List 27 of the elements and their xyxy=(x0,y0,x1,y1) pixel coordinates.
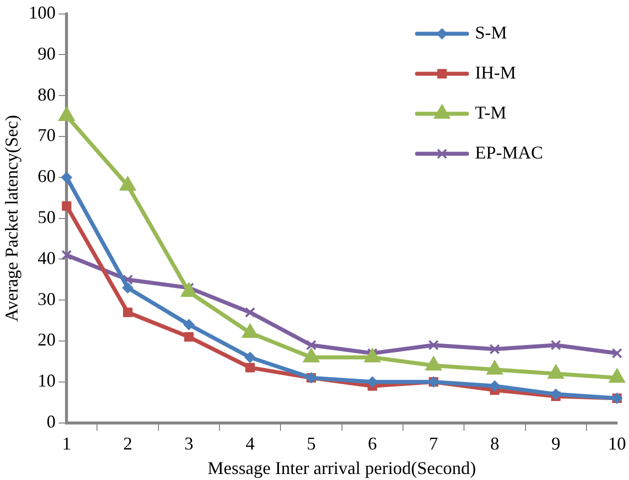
y-tick-label: 90 xyxy=(38,43,56,64)
legend-label: EP-MAC xyxy=(475,142,544,163)
legend-label: T-M xyxy=(475,102,506,123)
x-tick-label: 7 xyxy=(429,433,438,454)
x-tick-label: 10 xyxy=(608,433,626,454)
x-tick-label: 3 xyxy=(184,433,194,454)
y-tick-label: 40 xyxy=(38,248,56,268)
y-tick-label: 70 xyxy=(38,125,56,146)
y-tick-label: 0 xyxy=(46,412,56,432)
x-tick-label: 9 xyxy=(551,433,560,454)
x-tick-label: 6 xyxy=(368,433,377,454)
x-axis-title: Message Inter arrival period(Second) xyxy=(208,458,476,478)
x-tick-label: 2 xyxy=(123,433,132,454)
y-axis-title: Average Packet latency(Sec) xyxy=(2,115,22,322)
legend-label: IH-M xyxy=(475,62,516,83)
y-tick-label: 30 xyxy=(38,288,56,309)
y-tick-label: 50 xyxy=(38,207,56,228)
y-tick-label: 80 xyxy=(38,84,56,104)
y-tick-label: 100 xyxy=(28,2,56,23)
legend-label: S-M xyxy=(475,22,508,43)
x-tick-label: 5 xyxy=(306,433,316,454)
y-tick-label: 10 xyxy=(38,370,56,391)
x-tick-label: 1 xyxy=(62,433,72,454)
y-tick-label: 20 xyxy=(38,330,56,350)
y-tick-label: 60 xyxy=(38,166,56,186)
x-tick-label: 8 xyxy=(490,433,500,454)
x-tick-label: 4 xyxy=(246,433,255,454)
